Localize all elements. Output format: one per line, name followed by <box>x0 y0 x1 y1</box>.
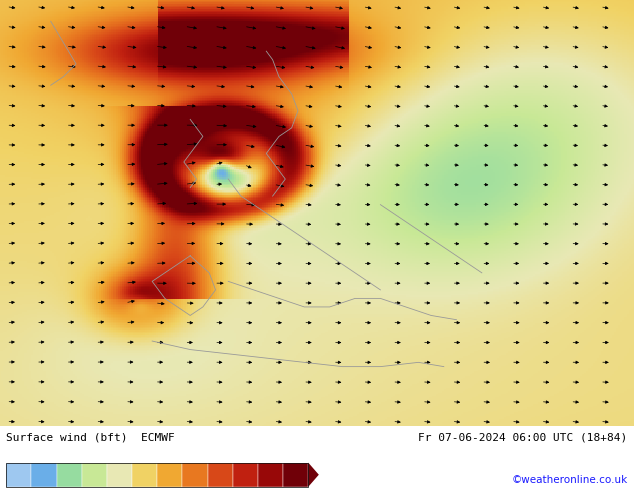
Text: Fr 07-06-2024 06:00 UTC (18+84): Fr 07-06-2024 06:00 UTC (18+84) <box>418 433 628 442</box>
Bar <box>157 463 183 487</box>
Bar <box>207 463 233 487</box>
Bar <box>258 463 283 487</box>
Bar <box>82 463 107 487</box>
Bar <box>283 463 308 487</box>
FancyArrow shape <box>308 463 319 487</box>
Bar <box>107 463 132 487</box>
Bar <box>6 463 32 487</box>
Text: Surface wind (bft)  ECMWF: Surface wind (bft) ECMWF <box>6 433 175 442</box>
Bar <box>32 463 56 487</box>
Bar <box>6 463 308 487</box>
Bar <box>183 463 207 487</box>
Bar <box>132 463 157 487</box>
Bar <box>56 463 82 487</box>
Text: ©weatheronline.co.uk: ©weatheronline.co.uk <box>512 475 628 485</box>
Bar <box>233 463 258 487</box>
